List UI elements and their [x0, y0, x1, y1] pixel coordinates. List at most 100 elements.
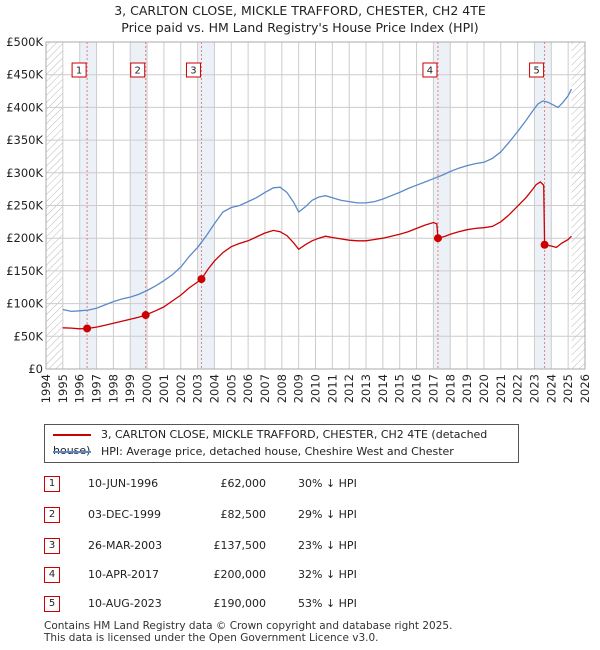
sale-row: 5 10-AUG-2023 £190,000 53% ↓ HPI	[0, 595, 600, 613]
y-tick-label: £250K	[6, 199, 43, 213]
y-tick-label: £450K	[6, 68, 43, 82]
legend-item-property: 3, CARLTON CLOSE, MICKLE TRAFFORD, CHEST…	[53, 427, 518, 457]
chart-title-line1: 3, CARLTON CLOSE, MICKLE TRAFFORD, CHEST…	[114, 3, 486, 18]
x-tick-label: 1999	[123, 374, 137, 403]
x-tick-label: 2016	[410, 374, 424, 403]
x-tick-label: 1996	[73, 374, 87, 403]
x-tick-label: 1994	[39, 374, 53, 403]
sale-marker-box: 5	[44, 596, 60, 612]
legend-item-hpi: HPI: Average price, detached house, Ches…	[53, 444, 454, 460]
sale-row: 1 10-JUN-1996 £62,000 30% ↓ HPI	[0, 475, 600, 493]
sale-row: 4 10-APR-2017 £200,000 32% ↓ HPI	[0, 566, 600, 584]
y-tick-label: £150K	[6, 264, 43, 278]
chart-title-line2: Price paid vs. HM Land Registry's House …	[121, 20, 479, 35]
sale-marker-box: 3	[44, 538, 60, 554]
sale-label-text: 5	[533, 66, 539, 77]
x-tick-label: 2019	[460, 374, 474, 403]
x-tick-label: 2005	[224, 374, 238, 403]
x-tick-label: 2004	[207, 374, 221, 403]
sale-date: 10-AUG-2023	[88, 597, 162, 610]
footer-attribution: Contains HM Land Registry data © Crown c…	[44, 620, 452, 644]
sale-date: 26-MAR-2003	[88, 539, 163, 552]
y-tick-label: £50K	[14, 329, 44, 343]
sale-price: £137,500	[213, 539, 267, 552]
chart-legend: 3, CARLTON CLOSE, MICKLE TRAFFORD, CHEST…	[44, 424, 519, 463]
legend-label-property: 3, CARLTON CLOSE, MICKLE TRAFFORD, CHEST…	[53, 428, 488, 457]
x-tick-label: 2006	[241, 374, 255, 403]
sale-point	[197, 275, 206, 284]
x-tick-label: 2008	[275, 374, 289, 403]
x-tick-label: 2018	[443, 374, 457, 403]
property-series-line	[62, 181, 572, 330]
y-tick-label: £200K	[6, 231, 43, 245]
sale-hpi-diff: 23% ↓ HPI	[298, 539, 357, 552]
sale-point	[540, 240, 549, 249]
sale-label-text: 2	[135, 66, 141, 77]
x-tick-label: 2009	[292, 374, 306, 403]
sale-label-box	[71, 62, 87, 78]
sale-label-box	[130, 62, 146, 78]
legend-swatch-property	[53, 434, 91, 436]
sale-hpi-diff: 32% ↓ HPI	[298, 568, 357, 581]
x-tick-label: 2017	[426, 374, 440, 403]
sale-date: 03-DEC-1999	[88, 508, 162, 521]
sale-price: £82,500	[220, 508, 267, 521]
x-tick-label: 2024	[544, 374, 558, 403]
x-tick-label: 1998	[106, 374, 120, 403]
sale-marker-box: 2	[44, 507, 60, 523]
sale-label-box	[529, 62, 545, 78]
x-tick-label: 2000	[140, 374, 154, 403]
sale-hpi-diff: 30% ↓ HPI	[298, 477, 357, 490]
y-tick-label: £100K	[6, 297, 43, 311]
x-tick-label: 2020	[477, 374, 491, 403]
footer-line1: Contains HM Land Registry data © Crown c…	[44, 620, 453, 632]
hpi-series-line	[62, 88, 573, 313]
plot-frame	[45, 41, 586, 370]
x-tick-label: 2014	[376, 374, 390, 403]
y-tick-label: £400K	[6, 100, 43, 114]
sale-label-text: 4	[427, 66, 433, 77]
sale-hpi-diff: 29% ↓ HPI	[298, 508, 357, 521]
x-tick-label: 2003	[191, 374, 205, 403]
price-chart: 1 2 3 4 5 £0 £50K £100K £150K £200K £250K £300K £350…	[6, 35, 592, 403]
x-tick-label: 2001	[157, 374, 171, 403]
sale-price: £200,000	[213, 568, 267, 581]
sale-marker-box: 1	[44, 476, 60, 492]
legend-label-hpi: HPI: Average price, detached house, Ches…	[101, 445, 454, 458]
x-tick-label: 2011	[325, 374, 339, 403]
sale-point	[433, 234, 442, 243]
x-tick-label: 2002	[174, 374, 188, 403]
y-tick-label: £350K	[6, 133, 43, 147]
sale-label-box	[185, 62, 201, 78]
x-tick-label: 2015	[393, 374, 407, 403]
sale-point	[83, 324, 92, 333]
x-tick-label: 2025	[561, 374, 575, 403]
x-tick-label: 1997	[90, 374, 104, 403]
sale-hpi-diff: 53% ↓ HPI	[298, 597, 357, 610]
sale-label-box	[422, 62, 438, 78]
x-tick-label: 2021	[494, 374, 508, 403]
x-tick-label: 2012	[342, 374, 356, 403]
x-tick-label: 2010	[309, 374, 323, 403]
x-tick-label: 2026	[578, 374, 592, 403]
sale-row: 2 03-DEC-1999 £82,500 29% ↓ HPI	[0, 506, 600, 524]
y-tick-label: £300K	[6, 166, 43, 180]
sale-row: 3 26-MAR-2003 £137,500 23% ↓ HPI	[0, 537, 600, 555]
x-tick-label: 2007	[258, 374, 272, 403]
footer-line2: This data is licensed under the Open Gov…	[44, 632, 379, 644]
sale-date: 10-APR-2017	[88, 568, 160, 581]
legend-swatch-hpi	[53, 451, 91, 453]
sale-label-text: 1	[76, 66, 82, 77]
x-tick-label: 2022	[511, 374, 525, 403]
chart-title: 3, CARLTON CLOSE, MICKLE TRAFFORD, CHEST…	[0, 2, 600, 36]
x-tick-label: 2023	[527, 374, 541, 403]
x-tick-label: 2013	[359, 374, 373, 403]
sale-point	[141, 311, 150, 320]
y-tick-label: £500K	[6, 35, 43, 49]
sale-label-text: 3	[190, 66, 196, 77]
x-tick-label: 1995	[56, 374, 70, 403]
y-tick-label: £0	[28, 362, 43, 376]
sale-date: 10-JUN-1996	[88, 477, 159, 490]
sale-price: £190,000	[213, 597, 267, 610]
sale-marker-box: 4	[44, 567, 60, 583]
